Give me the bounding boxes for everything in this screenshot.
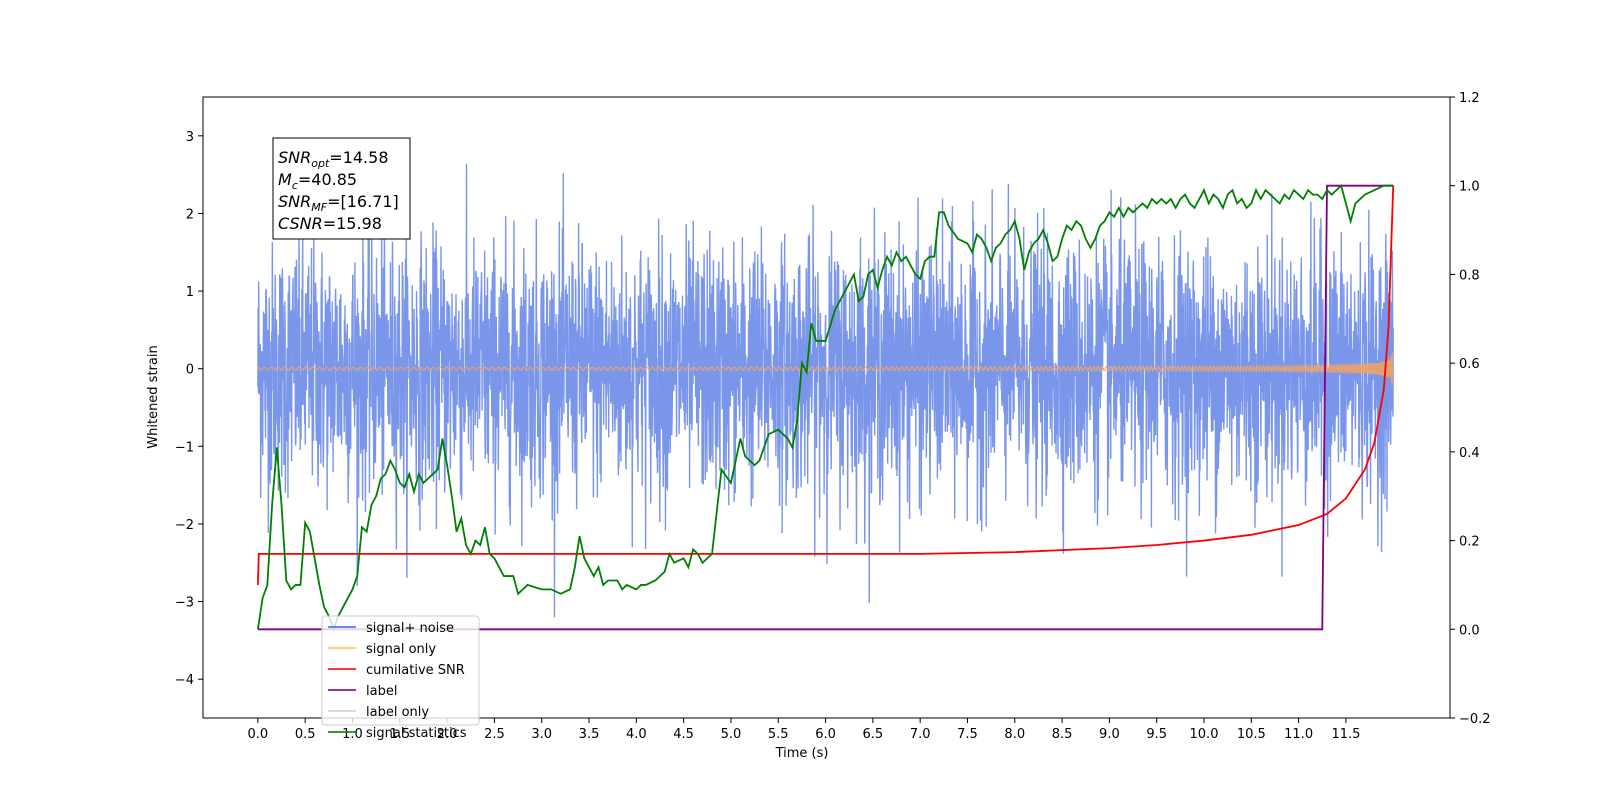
series-signal-only [257,353,1394,386]
x-tick-label: 10.0 [1190,727,1219,742]
y2-tick-label: 1.2 [1459,91,1480,106]
y-tick-label: −1 [175,440,194,455]
x-tick-label: 6.5 [863,727,884,742]
y2-tick-label: 0.2 [1459,535,1480,550]
x-tick-label: 2.5 [484,727,505,742]
x-tick-label: 3.0 [531,727,552,742]
x-tick-label: 8.0 [1004,727,1025,742]
x-tick-label: 7.0 [910,727,931,742]
series-signal-statistics [256,184,1394,632]
legend-frame [321,615,480,726]
x-tick-label: 6.0 [815,727,836,742]
x-tick-label: 2.0 [437,727,458,742]
annotation-frame [272,137,411,240]
series-label [257,184,1394,631]
series-group [256,163,1395,632]
plot-area [256,163,1395,632]
annotation-line: SNRopt=14.58 [278,148,389,170]
legend: signal+ noise signal only cumilative SNR la… [321,615,480,741]
x-tick-label: 9.5 [1146,727,1167,742]
x-tick-label: 0.0 [248,727,269,742]
y2-tick-label: 0.0 [1459,623,1480,638]
legend-label: signal+ noise [366,621,454,636]
x-tick-label: 4.0 [626,727,647,742]
y-tick-label: 2 [186,207,194,222]
annotation-line: Mc=40.85 [278,170,357,192]
axes: 0.0 0.5 1.0 1.5 2.0 2.5 3.0 3.5 4.0 4.5 5.0 5.5 6.0 6… [175,91,1491,742]
annotation-line: CSNR=15.98 [278,214,382,233]
y-tick-label: 0 [186,363,194,378]
y-axis-label: Whitened strain [146,345,161,448]
legend-label: label [366,684,397,699]
x-tick-label: 5.0 [721,727,742,742]
x-tick-label: 4.5 [673,727,694,742]
x-axis-label: Time (s) [775,746,829,761]
x-tick-label: 5.5 [768,727,789,742]
x-tick-label: 11.0 [1284,727,1313,742]
y2-tick-label: 0.4 [1459,446,1480,461]
series-signal-noise [257,163,1394,618]
x-tick-label: 9.0 [1099,727,1120,742]
y2-tick-label: 0.6 [1459,357,1480,372]
series-cumulative-snr [256,185,1395,585]
y2-tick-label: 1.0 [1459,180,1480,195]
x-tick-label: 1.0 [342,727,363,742]
y2-tick-label: −0.2 [1459,712,1491,727]
legend-label: signal statistics [366,726,467,741]
y2-tick-label: 0.8 [1459,268,1480,283]
x-tick-label: 1.5 [389,727,410,742]
x-tick-label: 3.5 [579,727,600,742]
y-tick-label: 3 [186,130,194,145]
annotation-line: SNRMF=[16.71] [278,192,399,214]
y-tick-label: 1 [186,285,194,300]
y-tick-label: −2 [175,518,194,533]
x-tick-label: 0.5 [295,727,316,742]
x-tick-label: 7.5 [957,727,978,742]
annotation-box: SNRopt=14.58Mc=40.85SNRMF=[16.71]CSNR=15… [272,137,411,240]
x-tick-label: 10.5 [1237,727,1266,742]
legend-label: cumilative SNR [366,663,465,678]
plot-frame [202,96,1451,719]
x-tick-label: 8.5 [1052,727,1073,742]
legend-label: label only [366,705,429,720]
legend-label: signal only [366,642,436,657]
y-tick-label: −3 [175,596,194,611]
y-tick-label: −4 [175,673,194,688]
x-tick-label: 11.5 [1331,727,1360,742]
